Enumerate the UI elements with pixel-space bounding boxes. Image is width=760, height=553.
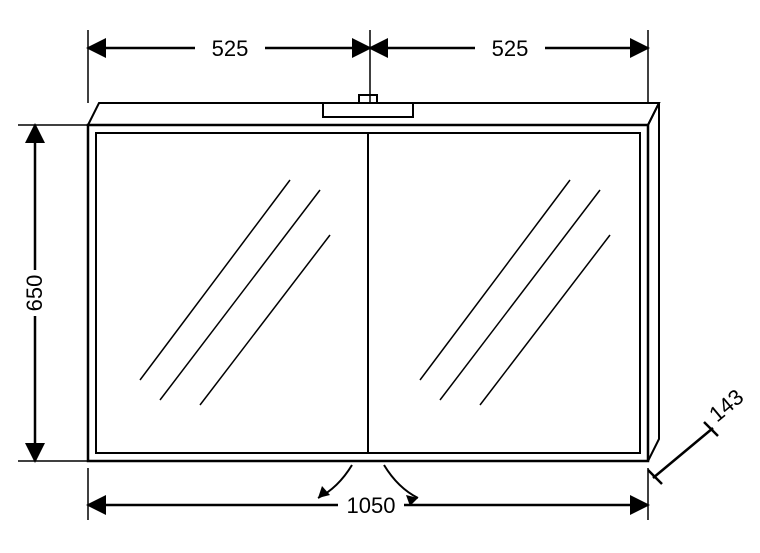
technical-drawing: 525 525 650 xyxy=(0,0,760,553)
dim-label-total-width: 1050 xyxy=(347,493,396,518)
dim-label-depth: 143 xyxy=(704,384,748,427)
dim-label-half-left: 525 xyxy=(212,36,249,61)
cabinet xyxy=(88,95,659,461)
cabinet-side-face xyxy=(648,103,659,461)
light-fixture xyxy=(323,95,413,117)
dimension-total-width: 1050 xyxy=(88,468,648,520)
dimension-depth: 143 xyxy=(648,384,748,484)
dimension-half-width-left: 525 xyxy=(88,30,370,103)
dim-label-height: 650 xyxy=(22,275,47,312)
dimension-half-width-right: 525 xyxy=(370,30,648,103)
dim-label-half-right: 525 xyxy=(492,36,529,61)
mirror-reflection-right xyxy=(420,180,610,405)
cabinet-top-face xyxy=(88,103,659,125)
dimension-height: 650 xyxy=(18,125,88,461)
mirror-reflection-left xyxy=(140,180,330,405)
